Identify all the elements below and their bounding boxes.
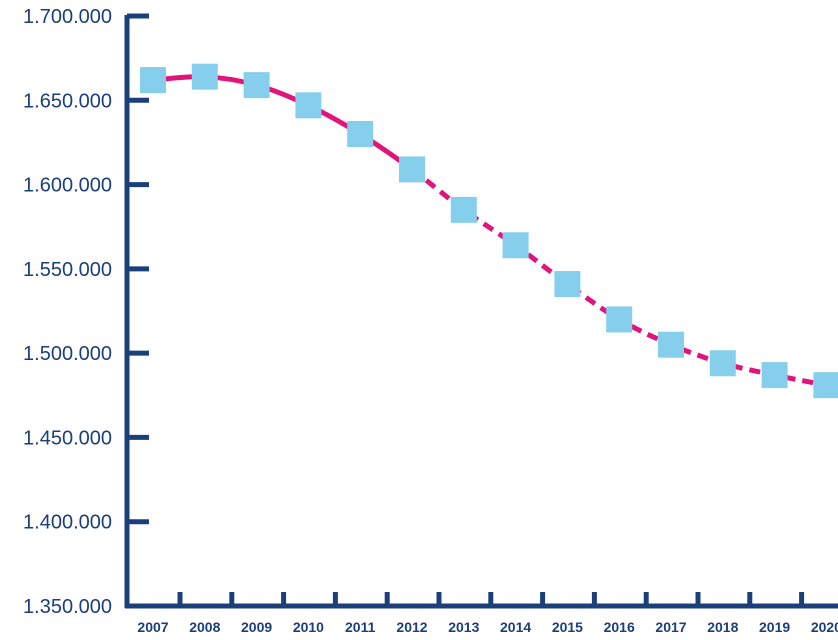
- x-tick-label: 2010: [293, 619, 324, 635]
- axes: [124, 15, 838, 609]
- y-tick-label: 1.650.000: [23, 90, 112, 112]
- x-tick-label: 2008: [189, 619, 220, 635]
- x-tick-label: 2009: [241, 619, 272, 635]
- x-tick-label: 2007: [137, 619, 168, 635]
- x-tick-label: 2014: [500, 619, 531, 635]
- y-axis-ticks: 1.350.000 1.400.000 1.450.000 1.500.000 1.55…: [23, 6, 149, 618]
- y-tick-label: 1.350.000: [23, 596, 112, 618]
- x-tick-label: 2013: [448, 619, 479, 635]
- y-tick-label: 1.400.000: [23, 512, 112, 534]
- data-point: [709, 350, 736, 377]
- data-point: [399, 156, 425, 183]
- data-point: [243, 72, 270, 99]
- data-point: [140, 67, 166, 94]
- data-point: [295, 92, 322, 119]
- y-tick-label: 1.700.000: [23, 6, 112, 28]
- y-tick-label: 1.600.000: [23, 175, 112, 197]
- data-point: [502, 232, 529, 259]
- data-point: [450, 196, 477, 223]
- data-point: [658, 331, 684, 358]
- y-tick-label: 1.450.000: [23, 427, 112, 449]
- x-tick-label: 2017: [655, 619, 686, 635]
- data-point: [761, 362, 788, 389]
- series-line: [150, 74, 827, 388]
- x-tick-label: 2011: [345, 619, 376, 635]
- data-point: [813, 372, 838, 399]
- y-tick-label: 1.550.000: [23, 259, 112, 281]
- y-tick-label: 1.500.000: [23, 343, 112, 365]
- x-tick-label: 2020: [811, 619, 838, 635]
- data-point: [191, 63, 218, 90]
- x-tick-label: 2019: [759, 619, 790, 635]
- x-tick-label: 2012: [396, 619, 427, 635]
- data-point: [606, 306, 633, 333]
- data-point: [554, 271, 581, 298]
- x-tick-label: 2015: [552, 619, 583, 635]
- x-tick-label: 2018: [707, 619, 738, 635]
- series-markers: [140, 63, 838, 399]
- x-axis-ticks: 2007 2008 2009 2010 2011 2012 2013 2014 2015 2016…: [137, 592, 838, 635]
- x-tick-label: 2016: [604, 619, 635, 635]
- data-point: [347, 121, 374, 147]
